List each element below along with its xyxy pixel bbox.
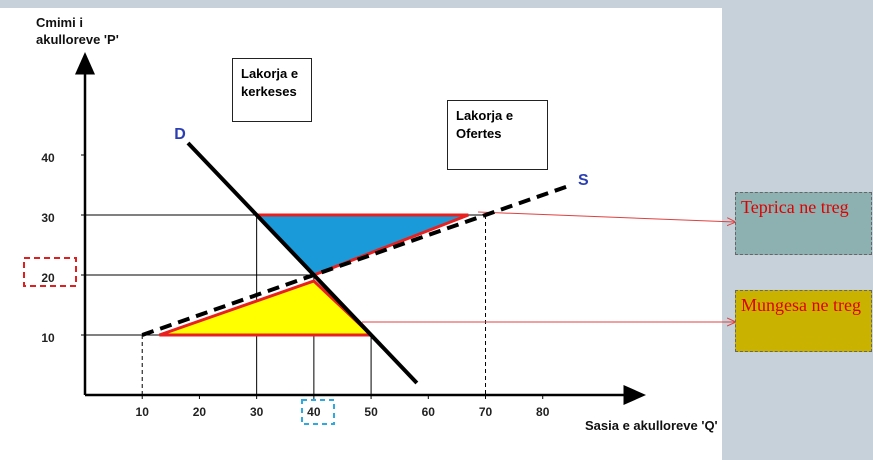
highlight-box xyxy=(301,399,335,425)
annotation: Lakorja e Ofertes xyxy=(447,100,548,170)
y-tick-label: 30 xyxy=(41,211,55,225)
highlight-box xyxy=(23,257,77,287)
x-tick-label: 10 xyxy=(136,405,150,419)
series-label: D xyxy=(174,126,186,143)
y-axis-label: Cmimi i akulloreve 'P' xyxy=(36,15,119,47)
callout-arrow xyxy=(477,211,735,222)
x-tick-label: 60 xyxy=(422,405,436,419)
x-tick-label: 30 xyxy=(250,405,264,419)
region xyxy=(158,279,375,337)
y-tick-label: 20 xyxy=(41,271,55,285)
x-tick-label: 40 xyxy=(307,405,321,419)
y-tick-label: 40 xyxy=(41,151,55,165)
series-label: S xyxy=(578,172,589,189)
x-axis-label: Sasia e akulloreve 'Q' xyxy=(585,418,718,433)
y-tick-label: 10 xyxy=(41,331,55,345)
series-line xyxy=(186,141,419,385)
x-tick-label: 50 xyxy=(364,405,378,419)
annotation: Lakorja e kerkeses xyxy=(232,58,312,122)
x-tick-label: 20 xyxy=(193,405,207,419)
x-tick-label: 80 xyxy=(536,405,550,419)
callout: Teprica ne treg xyxy=(735,192,872,255)
x-tick-label: 70 xyxy=(479,405,493,419)
callout: Mungesa ne treg xyxy=(735,290,872,352)
